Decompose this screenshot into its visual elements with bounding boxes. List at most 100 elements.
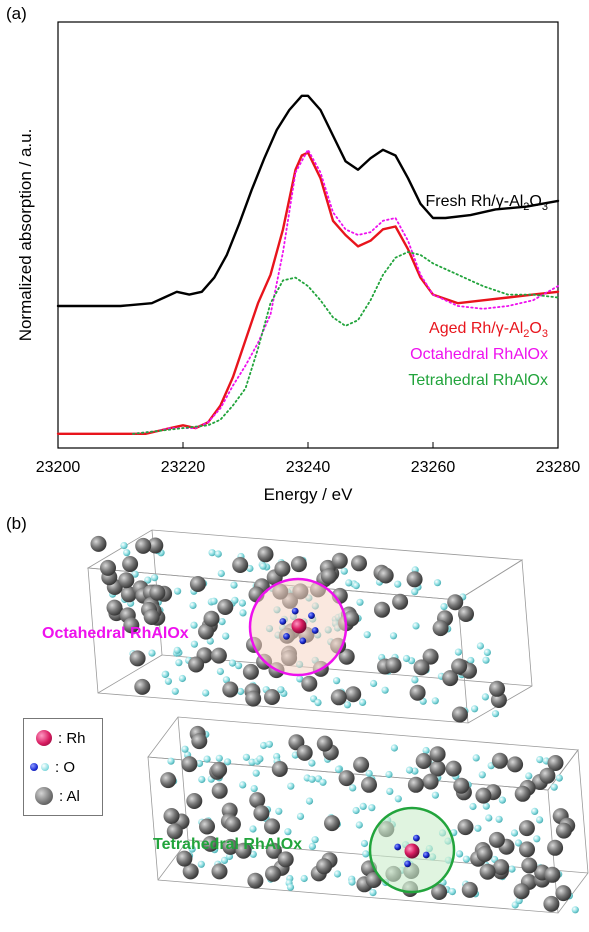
o-atom — [333, 677, 341, 685]
legend-label-al: : Al — [59, 787, 80, 805]
al-atom — [182, 863, 199, 880]
al-atom — [422, 648, 439, 665]
o-atom — [411, 767, 419, 775]
o-atom — [495, 815, 503, 823]
al-atom — [163, 808, 180, 824]
al-atom — [392, 593, 409, 610]
al-atom — [316, 858, 333, 875]
o-atom — [144, 576, 152, 584]
o-atom — [151, 574, 159, 582]
al-atom — [543, 895, 560, 912]
o-atom — [456, 850, 464, 858]
o-atom-coordinating — [404, 860, 411, 868]
al-atom — [409, 684, 426, 701]
al-atom — [143, 609, 160, 625]
o-atom — [514, 839, 523, 847]
o-atom — [220, 856, 229, 865]
tetrahedral-label: Tetrahedral RhAlOx — [153, 836, 302, 853]
al-atom — [106, 599, 123, 616]
al-atom — [491, 752, 508, 769]
al-atom — [202, 835, 219, 852]
o-atom — [483, 648, 491, 657]
structure-illustration: Octahedral RhAlOx Tetrahedral RhAlOx — [42, 529, 589, 914]
al-atom — [242, 663, 259, 680]
o-atom — [381, 686, 389, 694]
al-atom — [451, 706, 468, 723]
o-atom — [164, 677, 172, 685]
o-atom — [275, 807, 283, 815]
o-atom — [228, 659, 237, 667]
o-atom-icon-alt — [41, 763, 49, 771]
al-atom — [176, 850, 193, 867]
o-atom — [300, 874, 308, 883]
al-atom — [451, 658, 468, 675]
o-atom — [359, 802, 367, 811]
o-atom — [363, 631, 371, 639]
o-atom — [239, 609, 247, 617]
o-atom — [369, 889, 377, 897]
o-atom — [340, 567, 348, 575]
al-atom — [253, 805, 270, 822]
o-atom — [472, 754, 480, 762]
o-atom — [525, 772, 533, 780]
o-atom-coordinating — [299, 637, 307, 645]
al-atom — [211, 863, 228, 880]
al-atom — [539, 767, 556, 784]
o-atom — [296, 675, 304, 683]
legend-item-al: : Al — [30, 786, 80, 806]
o-atom — [260, 741, 268, 750]
al-atom — [189, 576, 206, 592]
octahedral-label: Octahedral RhAlOx — [42, 625, 189, 642]
al-atom — [222, 681, 239, 698]
o-atom — [248, 758, 256, 766]
o-atom — [181, 745, 189, 753]
al-atom — [211, 761, 228, 778]
panel-a-label: (a) — [6, 4, 27, 23]
o-atom-coordinating — [308, 612, 315, 619]
o-atom — [308, 842, 316, 851]
al-atom — [129, 650, 146, 667]
al-atom — [507, 756, 524, 773]
o-atom — [249, 825, 257, 833]
al-atom — [547, 839, 564, 856]
o-atom — [197, 860, 205, 868]
al-atom — [211, 782, 228, 799]
series-line-3 — [132, 251, 559, 435]
o-atom — [412, 622, 420, 630]
al-atom — [271, 761, 288, 777]
al-atom — [457, 819, 474, 836]
al-atom — [476, 846, 493, 862]
al-atom — [377, 567, 394, 584]
al-atom — [374, 601, 390, 618]
o-atom — [256, 755, 264, 763]
o-atom-coordinating — [291, 607, 299, 615]
o-atom — [431, 791, 439, 799]
o-atom — [402, 654, 411, 663]
o-atom — [536, 756, 544, 764]
al-atom — [489, 680, 506, 697]
al-atom — [445, 760, 462, 777]
al-atom — [301, 675, 318, 692]
al-atom — [257, 546, 274, 563]
o-atom — [250, 785, 258, 793]
o-atom — [345, 579, 353, 587]
al-atom — [181, 756, 198, 773]
o-atom — [120, 542, 128, 550]
o-atom — [550, 783, 558, 791]
legend-label-rh: : Rh — [58, 729, 86, 747]
o-atom — [491, 710, 500, 718]
al-atom — [320, 568, 337, 585]
o-atom — [238, 599, 246, 607]
o-atom — [433, 579, 442, 587]
al-atom — [277, 851, 294, 868]
o-atom — [305, 797, 314, 805]
o-atom — [265, 740, 273, 748]
o-atom — [343, 701, 352, 709]
o-atom — [190, 640, 198, 648]
o-atom — [239, 781, 247, 789]
al-atom — [134, 678, 151, 695]
o-atom — [498, 796, 506, 804]
o-atom — [431, 697, 439, 705]
al-atom — [555, 885, 572, 902]
o-atom — [190, 621, 198, 629]
